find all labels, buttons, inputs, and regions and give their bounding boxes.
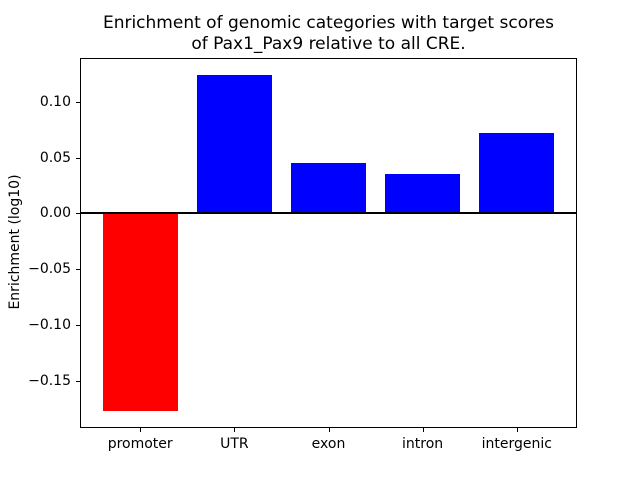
y-tick-mark	[76, 101, 80, 103]
x-tick-mark	[234, 428, 236, 432]
x-tick-label-intergenic: intergenic	[481, 436, 552, 452]
x-tick-mark	[516, 428, 518, 432]
bar-intron	[385, 174, 461, 214]
bar-UTR	[196, 74, 272, 214]
y-tick-mark	[76, 381, 80, 383]
y-tick-mark	[76, 157, 80, 159]
y-tick-label: 0.10	[39, 93, 71, 110]
y-axis-label: Enrichment (log10)	[7, 174, 23, 310]
y-tick-mark	[76, 325, 80, 327]
x-tick-label-promoter: promoter	[107, 436, 173, 452]
y-tick-label: −0.15	[28, 373, 71, 390]
bar-exon	[290, 163, 367, 214]
bar-intergenic	[479, 132, 555, 214]
y-tick-label: −0.05	[28, 261, 71, 278]
y-tick-mark	[76, 269, 80, 271]
bar-promoter	[102, 213, 178, 412]
y-tick-label: 0.05	[39, 149, 71, 166]
y-tick-mark	[76, 213, 80, 215]
x-tick-mark	[422, 428, 424, 432]
zero-line	[80, 212, 577, 215]
x-tick-label-intron: intron	[402, 436, 444, 452]
chart-title: Enrichment of genomic categories with ta…	[102, 13, 555, 55]
x-tick-label-exon: exon	[311, 436, 346, 452]
x-tick-mark	[328, 428, 330, 432]
x-tick-mark	[140, 428, 142, 432]
y-tick-label: −0.10	[28, 317, 71, 334]
plot-area: 0.10 0.05 0.00 −0.05 −0.10 −0.15 promoter UTR ex…	[28, 58, 577, 452]
y-tick-label: 0.00	[39, 205, 71, 222]
x-tick-label-UTR: UTR	[220, 436, 249, 452]
